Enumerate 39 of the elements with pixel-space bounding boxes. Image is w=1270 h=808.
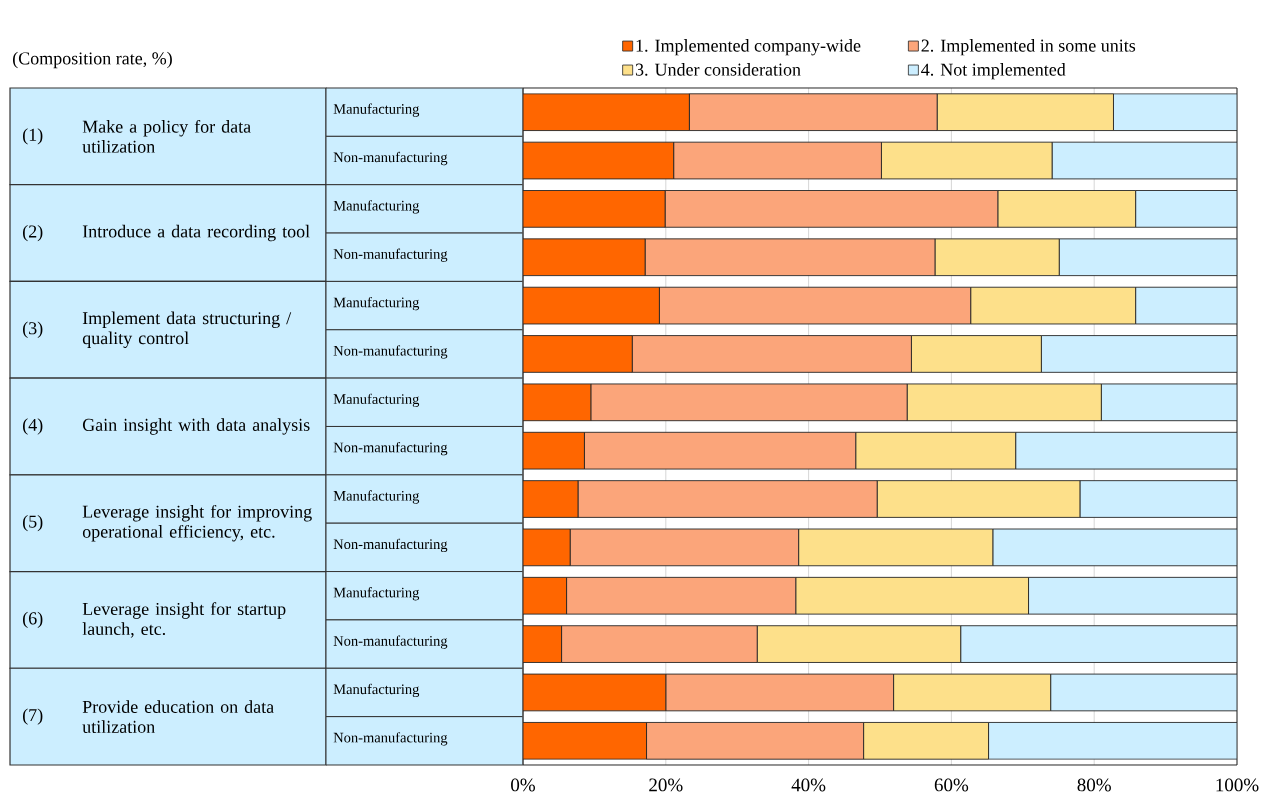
x-tick-label: 60%	[934, 778, 969, 792]
legend-label: 3. Under consideration	[635, 63, 801, 76]
x-tick-label: 80%	[1077, 778, 1111, 792]
y-tick-label: Manufacturing	[333, 490, 420, 504]
text: Make a policy for data utilization	[82, 119, 251, 153]
text: Leverage insight for startup launch, etc.	[82, 602, 286, 638]
text: (3)	[22, 321, 43, 338]
x-tick-label: 20%	[649, 778, 683, 792]
text: (1)	[22, 128, 43, 145]
y-tick-label: Non-manufacturing	[333, 442, 448, 456]
y-tick-label: Non-manufacturing	[333, 538, 448, 553]
y-tick-label: Manufacturing	[333, 683, 420, 698]
legend-label: 4. Not implemented	[921, 63, 1066, 80]
text: (Composition rate, %)	[12, 51, 172, 69]
legend-label: 1. Implemented company-wide	[636, 39, 861, 56]
x-tick-label: 100%	[1216, 778, 1259, 792]
text: (6)	[22, 611, 43, 629]
y-tick-label: Manufacturing	[333, 103, 420, 117]
y-tick-label: Non-manufacturing	[333, 635, 448, 649]
legend-label: 2. Implemented in some units	[921, 39, 1136, 56]
text: Introduce a data recording tool	[82, 224, 310, 242]
text: (5)	[22, 515, 43, 532]
y-tick-label: Non-manufacturing	[333, 248, 448, 262]
y-tick-label: Manufacturing	[333, 200, 420, 214]
text: Gain insight with data analysis	[82, 418, 310, 435]
text: Provide education on data utilization	[82, 700, 274, 733]
text: (4)	[22, 418, 43, 435]
y-tick-label: Manufacturing	[333, 587, 420, 601]
text: (2)	[22, 224, 43, 242]
text: Implement data structuring / quality control	[82, 311, 292, 348]
text: (7)	[22, 708, 43, 725]
y-tick-label: Non-manufacturing	[333, 151, 448, 166]
y-tick-label: Non-manufacturing	[333, 732, 448, 746]
x-tick-label: 40%	[791, 778, 826, 792]
y-tick-label: Manufacturing	[333, 393, 420, 407]
x-tick-label: 0%	[511, 778, 536, 792]
y-tick-label: Manufacturing	[333, 296, 420, 311]
text: Leverage insight for improving operational efficiency, etc.	[82, 504, 312, 542]
y-tick-label: Non-manufacturing	[333, 345, 448, 359]
